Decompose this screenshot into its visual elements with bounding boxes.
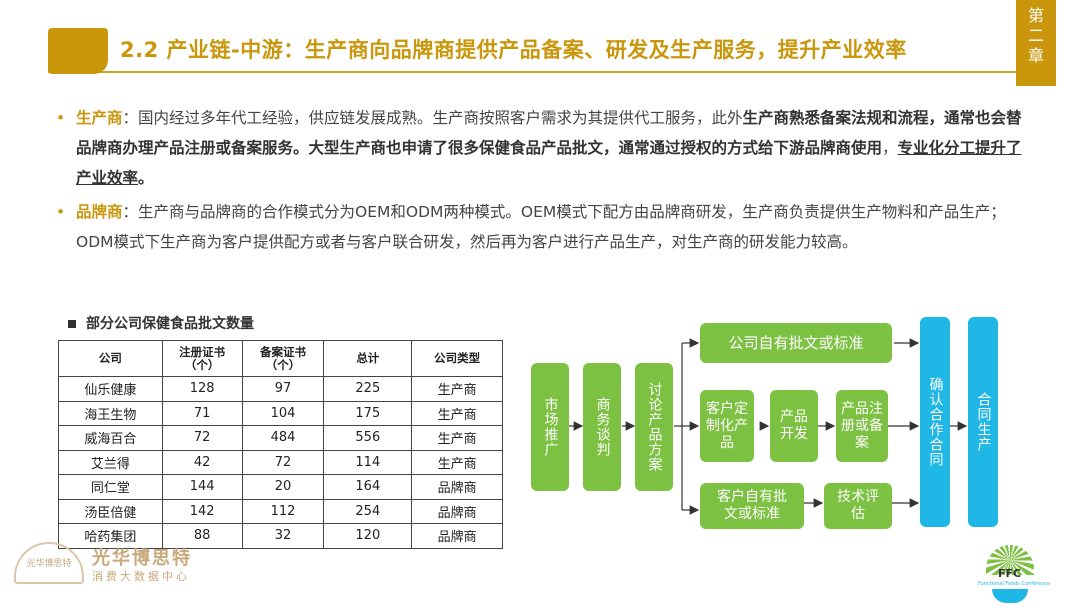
cell: 175 [323, 400, 413, 426]
chapter-tab-label: 第二章 [1027, 6, 1044, 65]
bullet-brand: • 品牌商：生产商与品牌商的合作模式分为OEM和ODM两种模式。OEM模式下配方… [56, 197, 1026, 257]
cell: 海王生物 [58, 400, 163, 426]
cell: 128 [161, 376, 243, 402]
table-row: 海王生物 71 104 175 生产商 [58, 400, 503, 426]
bullet-producer-text-3: 。 [138, 169, 154, 187]
flow-custom-product: 客户定制化产品 [700, 390, 754, 462]
cell: 484 [241, 425, 325, 451]
cell: 艾兰得 [58, 449, 163, 475]
cell: 120 [323, 523, 413, 549]
table-row: 哈药集团 88 32 120 品牌商 [58, 523, 503, 549]
table-row: 仙乐健康 128 97 225 生产商 [58, 376, 503, 402]
cell: 104 [241, 400, 325, 426]
bullet-producer-bold: 生产商熟悉备案法规和流程，通常也会替品牌商办理产品注册或备案服务。大型生产商也申… [76, 109, 1022, 157]
table-row: 同仁堂 144 20 164 品牌商 [58, 474, 503, 500]
col-header-company: 公司 [58, 340, 163, 377]
cell: 仙乐健康 [58, 376, 163, 402]
bullet-dot-icon: • [56, 109, 66, 127]
flow-register-filing: 产品注册或备案 [836, 390, 888, 462]
flow-client-approval: 客户自有批文或标准 [700, 483, 804, 529]
cell: 同仁堂 [58, 474, 163, 500]
cooperation-flowchart: 市场推广 商务谈判 讨论产品方案 公司自有批文或标准 客户定制化产品 产品开发 … [526, 310, 1006, 535]
table-caption: 部分公司保健食品批文数量 [68, 313, 254, 333]
flow-market-promotion: 市场推广 [531, 363, 569, 491]
cell: 556 [323, 425, 413, 451]
ffc-logo: FFC Functional Foods Conference [978, 545, 1050, 603]
col-header-filed: 备案证书 （个） [241, 340, 325, 377]
cell: 97 [241, 376, 325, 402]
cell: 生产商 [411, 400, 503, 426]
cell: 72 [241, 449, 325, 475]
cell: 71 [161, 400, 243, 426]
cell: 品牌商 [411, 498, 503, 524]
approval-table: 公司 注册证书 （个） 备案证书 （个） 总计 公司类型 仙乐健康 128 97 22… [58, 340, 503, 549]
cell: 254 [323, 498, 413, 524]
cell: 72 [161, 425, 243, 451]
square-bullet-icon [68, 320, 76, 328]
cell: 20 [241, 474, 325, 500]
title-underline [48, 27, 1028, 73]
flow-discuss-plan: 讨论产品方案 [635, 363, 673, 491]
cell: 威海百合 [58, 425, 163, 451]
flow-tech-evaluation: 技术评估 [824, 483, 892, 529]
cell: 32 [241, 523, 325, 549]
cell: 88 [161, 523, 243, 549]
ffc-logo-caption: Functional Foods Conference [978, 581, 1051, 587]
bullet-producer-text-1: ：国内经过多年代工经验，供应链发展成熟。生产商按照客户需求为其提供代工服务，此外 [122, 109, 743, 127]
table-row: 威海百合 72 484 556 生产商 [58, 425, 503, 451]
cell: 112 [241, 498, 325, 524]
flow-confirm-contract: 确认合作合同 [920, 317, 950, 527]
flow-connectors [569, 338, 968, 515]
page-title: 2.2 产业链-中游：生产商向品牌商提供产品备案、研发及生产服务，提升产业效率 [120, 38, 907, 62]
flow-product-development: 产品开发 [770, 390, 818, 462]
cell: 汤臣倍健 [58, 498, 163, 524]
cell: 哈药集团 [58, 523, 163, 549]
ffc-globe-icon [992, 589, 1028, 603]
table-row: 汤臣倍健 142 112 254 品牌商 [58, 498, 503, 524]
cell: 生产商 [411, 376, 503, 402]
bullet-producer-underline: 专业化分工提升了产业效率 [76, 139, 1022, 187]
cell: 164 [323, 474, 413, 500]
bullet-producer: • 生产商：国内经过多年代工经验，供应链发展成熟。生产商按照客户需求为其提供代工… [56, 103, 1026, 193]
flow-business-negotiation: 商务谈判 [583, 363, 621, 491]
guanghua-emblem-icon: 光华博思特 [14, 542, 84, 584]
chapter-tab: 第二章 [1016, 0, 1056, 86]
flow-contract-production: 合同生产 [968, 317, 998, 527]
cell: 生产商 [411, 425, 503, 451]
bullet-dot-icon: • [56, 203, 66, 221]
cell: 品牌商 [411, 474, 503, 500]
table-caption-text: 部分公司保健食品批文数量 [86, 316, 254, 332]
table-header-row: 公司 注册证书 （个） 备案证书 （个） 总计 公司类型 [58, 340, 503, 377]
title-accent-block [48, 28, 108, 74]
cell: 42 [161, 449, 243, 475]
cell: 品牌商 [411, 523, 503, 549]
cell: 144 [161, 474, 243, 500]
cell: 142 [161, 498, 243, 524]
col-header-total: 总计 [323, 340, 413, 377]
guanghua-logo-name: 光华博思特 [92, 548, 192, 569]
bullet-producer-key: 生产商 [76, 109, 123, 127]
cell: 114 [323, 449, 413, 475]
bullet-brand-key: 品牌商 [76, 203, 123, 221]
col-header-registered: 注册证书 （个） [161, 340, 243, 377]
cell: 生产商 [411, 449, 503, 475]
bullet-producer-text-2: ， [882, 139, 898, 157]
ffc-logo-abbr: FFC [998, 567, 1022, 580]
guanghua-logo: 光华博思特 光华博思特 消费大数据中心 [14, 540, 194, 588]
flow-own-approval: 公司自有批文或标准 [700, 323, 892, 363]
bullet-brand-text: ：生产商与品牌商的合作模式分为OEM和ODM两种模式。OEM模式下配方由品牌商研… [76, 203, 1006, 251]
table-row: 艾兰得 42 72 114 生产商 [58, 449, 503, 475]
guanghua-logo-subtitle: 消费大数据中心 [92, 570, 190, 583]
cell: 225 [323, 376, 413, 402]
col-header-type: 公司类型 [411, 340, 503, 377]
